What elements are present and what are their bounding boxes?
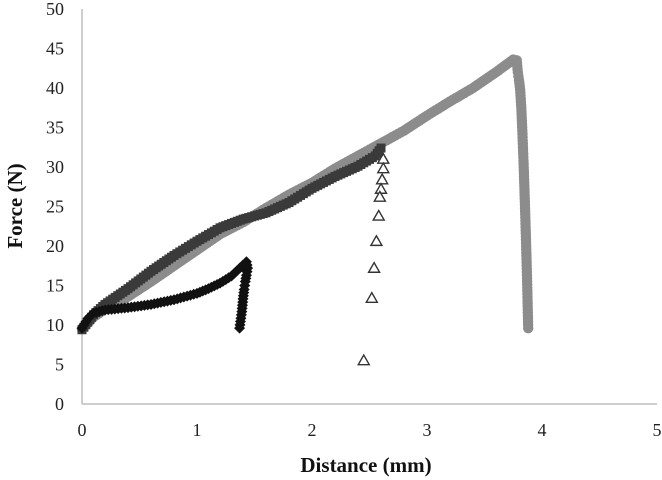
data-point xyxy=(367,261,381,273)
data-point xyxy=(365,291,379,303)
data-point xyxy=(523,322,534,334)
y-tick-label: 50 xyxy=(46,0,64,19)
data-point xyxy=(371,209,386,221)
data-point xyxy=(369,234,384,247)
x-tick-labels: 0 1 2 3 4 5 xyxy=(78,420,662,440)
data-point xyxy=(374,182,388,194)
y-axis-title: Force (N) xyxy=(3,163,27,248)
data-point xyxy=(375,172,389,185)
x-tick-label: 2 xyxy=(308,420,317,440)
series-diamond xyxy=(76,256,254,334)
series-triangle-open xyxy=(357,152,391,366)
x-tick-label: 1 xyxy=(193,420,202,440)
y-tick-label: 20 xyxy=(46,236,64,256)
y-tick-label: 40 xyxy=(46,78,64,98)
y-tick-label: 45 xyxy=(46,39,64,59)
x-tick-label: 3 xyxy=(423,420,432,440)
x-axis-title: Distance (mm) xyxy=(300,453,431,477)
data-point xyxy=(357,353,371,366)
y-tick-label: 25 xyxy=(46,197,64,217)
series-square xyxy=(77,143,386,335)
x-tick-label: 0 xyxy=(78,420,87,440)
y-tick-label: 10 xyxy=(46,315,64,335)
y-tick-labels: 0 5 10 15 20 25 30 35 40 45 50 xyxy=(46,0,64,414)
plot-area xyxy=(76,54,534,366)
y-tick-label: 15 xyxy=(46,276,64,296)
y-tick-label: 30 xyxy=(46,157,64,177)
data-point xyxy=(376,143,386,153)
y-tick-label: 0 xyxy=(55,394,64,414)
data-point xyxy=(376,161,391,174)
data-point xyxy=(234,322,246,334)
x-tick-label: 4 xyxy=(538,420,547,440)
x-tick-label: 5 xyxy=(653,420,662,440)
y-tick-label: 35 xyxy=(46,118,64,138)
data-point xyxy=(373,190,387,202)
y-tick-label: 5 xyxy=(55,355,64,375)
